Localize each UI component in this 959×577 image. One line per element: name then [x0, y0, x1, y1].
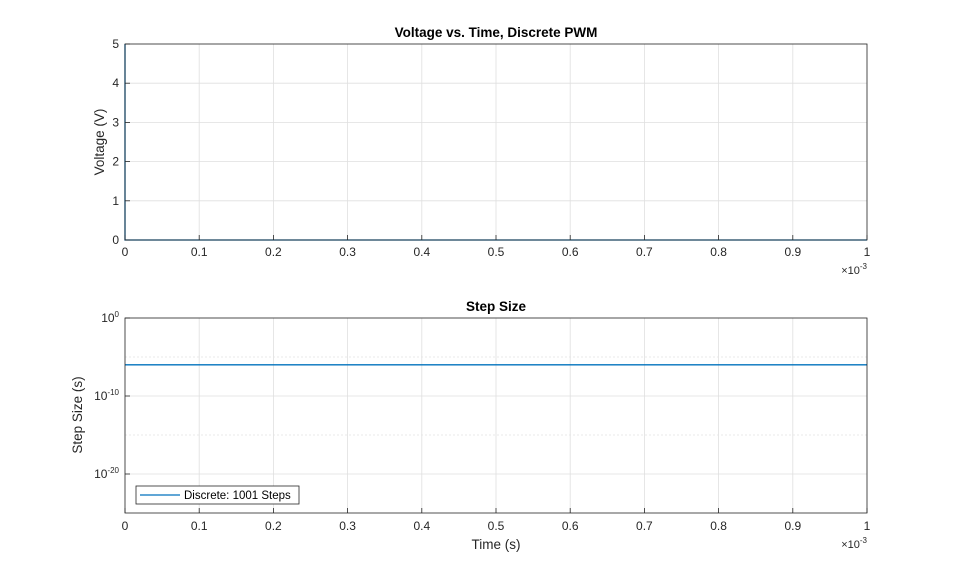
voltage-y-tick-label: 0: [112, 233, 119, 247]
legend-label: Discrete: 1001 Steps: [184, 490, 291, 502]
stepsize-x-tick-label: 0.1: [191, 519, 208, 533]
voltage-y-tick-label: 5: [112, 37, 119, 51]
stepsize-x-multiplier-exp: -3: [860, 536, 868, 545]
voltage-y-tick-label: 3: [112, 115, 119, 129]
voltage-axes: 0 0.1 0.2 0.3 0.4 0.5 0.6 0.7 0.8 0.9 1 0 1 2 3 4 5 Vol…: [92, 25, 871, 277]
voltage-x-tick-label: 0.3: [339, 245, 356, 259]
voltage-x-tick-label: 0.1: [191, 245, 208, 259]
stepsize-x-tick-label: 0.4: [413, 519, 430, 533]
stepsize-x-tick-label: 0.8: [710, 519, 727, 533]
stepsize-x-tick-label: 0.5: [488, 519, 505, 533]
voltage-x-tick-label: 0.7: [636, 245, 653, 259]
voltage-ylabel: Voltage (V): [92, 109, 107, 176]
voltage-x-tick-label: 0: [122, 245, 129, 259]
stepsize-y-tick-label: 10-20: [94, 466, 119, 481]
stepsize-x-ticks: 0 0.1 0.2 0.3 0.4 0.5 0.6 0.7 0.8 0.9 1: [122, 508, 871, 533]
stepsize-x-tick-label: 0.3: [339, 519, 356, 533]
voltage-x-tick-label: 0.9: [784, 245, 801, 259]
voltage-x-tick-label: 0.4: [413, 245, 430, 259]
voltage-y-tick-label: 4: [112, 76, 119, 90]
y-tick-exponent: -10: [107, 388, 119, 397]
stepsize-x-tick-label: 0.6: [562, 519, 579, 533]
voltage-y-tick-label: 1: [112, 194, 119, 208]
voltage-x-multiplier-exp: -3: [860, 262, 868, 271]
voltage-x-tick-label: 0.2: [265, 245, 282, 259]
stepsize-x-tick-label: 0.2: [265, 519, 282, 533]
stepsize-x-multiplier-base: ×10: [841, 539, 860, 551]
voltage-x-multiplier: ×10-3: [841, 262, 867, 277]
stepsize-y-tick-label: 10-10: [94, 388, 119, 403]
voltage-x-tick-label: 1: [864, 245, 871, 259]
voltage-y-tick-label: 2: [112, 155, 119, 169]
stepsize-x-tick-label: 0.7: [636, 519, 653, 533]
stepsize-y-tick-label: 100: [101, 310, 119, 325]
voltage-x-tick-label: 0.8: [710, 245, 727, 259]
stepsize-axes: 0 0.1 0.2 0.3 0.4 0.5 0.6 0.7 0.8 0.9 1 10010-1010…: [70, 299, 871, 552]
stepsize-xlabel: Time (s): [472, 537, 521, 552]
y-tick-exponent: -20: [107, 466, 119, 475]
legend-box: [135, 485, 300, 505]
stepsize-x-tick-label: 0.9: [784, 519, 801, 533]
voltage-x-ticks: 0 0.1 0.2 0.3 0.4 0.5 0.6 0.7 0.8 0.9 1: [122, 235, 871, 259]
y-tick-base: 10: [94, 389, 108, 403]
stepsize-ylabel: Step Size (s): [70, 376, 85, 453]
voltage-y-ticks: 0 1 2 3 4 5: [112, 37, 130, 247]
stepsize-x-tick-label: 0: [122, 519, 129, 533]
y-tick-base: 10: [101, 311, 115, 325]
stepsize-x-multiplier: ×10-3: [841, 536, 867, 551]
voltage-x-tick-label: 0.6: [562, 245, 579, 259]
stepsize-x-tick-label: 1: [864, 519, 871, 533]
y-tick-base: 10: [94, 467, 108, 481]
stepsize-title: Step Size: [466, 299, 527, 314]
voltage-x-multiplier-base: ×10: [841, 265, 860, 277]
y-tick-exponent: 0: [115, 310, 120, 319]
stepsize-legend: Discrete: 1001 Steps: [135, 485, 300, 505]
voltage-title: Voltage vs. Time, Discrete PWM: [395, 25, 598, 40]
voltage-x-tick-label: 0.5: [488, 245, 505, 259]
